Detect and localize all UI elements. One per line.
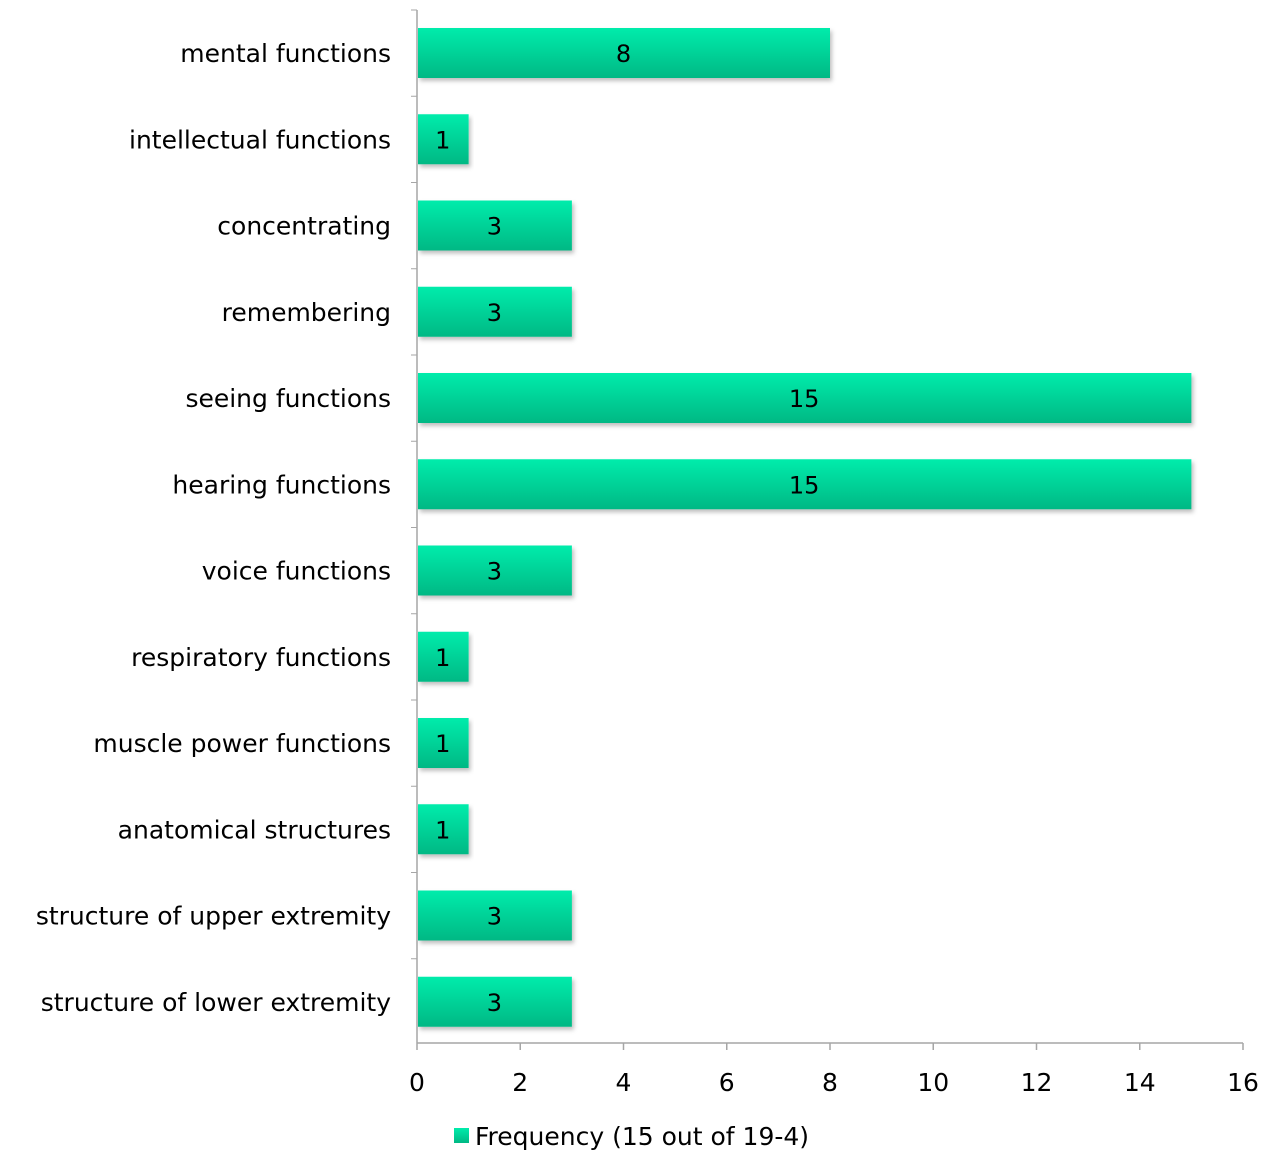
data-label-2: 1: [435, 126, 450, 154]
bars: [418, 28, 1192, 1027]
bar-9: [418, 718, 469, 768]
value-tick-label-12: 12: [1021, 1068, 1053, 1097]
data-label-10: 1: [435, 816, 450, 844]
data-label-1: 8: [616, 40, 631, 68]
category-label-11: structure of upper extremity: [36, 902, 391, 931]
category-label-10: anatomical structures: [118, 815, 391, 844]
value-axis-ticks: [411, 9, 1244, 1050]
legend-label: Frequency (15 out of 19-4): [475, 1122, 809, 1151]
data-label-12: 3: [487, 989, 502, 1017]
data-label-5: 15: [789, 385, 820, 413]
value-tick-label-4: 4: [616, 1068, 632, 1097]
value-tick-label-10: 10: [917, 1068, 949, 1097]
category-label-12: structure of lower extremity: [41, 988, 391, 1017]
data-label-4: 3: [487, 299, 502, 327]
category-label-9: muscle power functions: [93, 729, 391, 758]
value-tick-label-14: 14: [1124, 1068, 1156, 1097]
bar-11: [418, 890, 572, 941]
data-label-7: 3: [487, 558, 502, 586]
bar-2: [418, 114, 469, 165]
bar-4: [418, 286, 572, 337]
value-tick-label-0: 0: [409, 1068, 425, 1097]
bar-7: [418, 545, 572, 596]
legend: Frequency (15 out of 19-4): [454, 1122, 809, 1151]
bar-8: [418, 631, 469, 682]
category-label-5: seeing functions: [185, 384, 391, 413]
category-label-7: voice functions: [202, 557, 391, 586]
bar-3: [418, 200, 572, 251]
bar-6: [418, 459, 1192, 510]
value-tick-label-6: 6: [719, 1068, 735, 1097]
category-label-1: mental functions: [180, 39, 391, 68]
category-label-2: intellectual functions: [129, 125, 391, 154]
value-axis-labels: 0 2 4 6 8 10 12 14 16: [409, 1068, 1259, 1097]
category-label-6: hearing functions: [172, 470, 391, 499]
category-label-4: remembering: [222, 298, 391, 327]
data-label-8: 1: [435, 644, 450, 672]
data-label-11: 3: [487, 903, 502, 931]
value-tick-label-16: 16: [1227, 1068, 1259, 1097]
category-label-3: concentrating: [217, 212, 391, 241]
data-label-3: 3: [487, 213, 502, 241]
bar-1: [418, 28, 830, 78]
value-tick-label-2: 2: [512, 1068, 528, 1097]
bar-10: [418, 804, 469, 855]
bar-12: [418, 976, 572, 1027]
legend-swatch: [454, 1128, 469, 1143]
category-label-8: respiratory functions: [131, 643, 391, 672]
value-tick-label-8: 8: [822, 1068, 838, 1097]
bar-5: [418, 373, 1192, 423]
data-label-6: 15: [789, 471, 820, 499]
category-axis-labels: mental functions intellectual functions co…: [36, 39, 391, 1017]
data-label-9: 1: [435, 730, 450, 758]
data-labels: 8 1 3 3 15 15 3 1 1 1 3 3: [435, 40, 819, 1017]
